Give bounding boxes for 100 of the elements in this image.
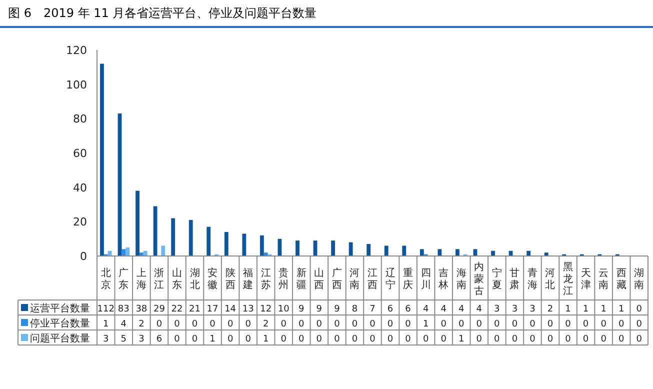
x-tick-label: 重庆 xyxy=(403,267,414,291)
bar xyxy=(384,246,388,256)
bar xyxy=(206,226,211,256)
x-tick-label: 青海 xyxy=(527,267,538,291)
data-label: 17 xyxy=(206,304,218,314)
bar xyxy=(171,218,176,256)
data-label: 6 xyxy=(156,334,162,344)
data-label: 9 xyxy=(316,304,322,314)
data-label: 0 xyxy=(280,334,287,344)
data-label: 0 xyxy=(405,320,412,330)
data-label: 0 xyxy=(245,334,252,344)
data-label: 0 xyxy=(565,320,572,330)
data-label: 0 xyxy=(174,334,180,344)
x-tick-label: 内蒙古 xyxy=(474,261,484,297)
data-label: 0 xyxy=(316,320,322,330)
bar xyxy=(100,64,104,256)
data-label: 0 xyxy=(636,320,642,330)
x-tick-label: 云南 xyxy=(598,268,609,291)
data-label: 0 xyxy=(458,320,465,330)
y-tick-label: 20 xyxy=(73,216,87,229)
data-label: 5 xyxy=(120,334,127,344)
data-label: 83 xyxy=(118,304,130,314)
x-tick-label: 广东 xyxy=(118,267,129,291)
y-tick-label: 60 xyxy=(73,147,87,160)
y-tick-label: 80 xyxy=(73,112,87,126)
data-label: 12 xyxy=(260,304,272,314)
x-tick-label: 北京 xyxy=(100,267,111,291)
bar xyxy=(136,190,140,256)
y-tick-label: 40 xyxy=(73,181,87,194)
data-label: 8 xyxy=(352,304,358,314)
data-label: 1 xyxy=(422,320,429,330)
data-label: 0 xyxy=(530,334,536,344)
data-label: 0 xyxy=(192,334,198,344)
x-tick-label: 浙江 xyxy=(154,267,164,291)
x-tick-label: 湖南 xyxy=(634,267,644,291)
data-label: 0 xyxy=(370,334,376,344)
data-label: 0 xyxy=(334,334,340,344)
data-label: 0 xyxy=(245,320,252,330)
bar xyxy=(420,249,424,256)
x-tick-label: 湖北 xyxy=(190,267,200,291)
legend-label: 运营平台数量 xyxy=(30,302,90,314)
bar xyxy=(161,246,166,256)
data-label: 0 xyxy=(405,334,412,344)
data-label: 0 xyxy=(600,320,607,330)
legend-label: 停业平台数量 xyxy=(30,318,90,330)
x-tick-label: 河北 xyxy=(545,267,556,291)
data-label: 0 xyxy=(512,334,518,344)
x-tick-label: 辽宁 xyxy=(385,267,396,291)
data-label: 3 xyxy=(512,304,518,314)
data-label: 0 xyxy=(547,320,554,330)
data-label: 4 xyxy=(440,304,447,314)
data-label: 0 xyxy=(636,304,642,314)
data-label: 0 xyxy=(352,334,358,344)
data-label: 3 xyxy=(138,334,144,344)
x-tick-label: 甘肃 xyxy=(510,267,520,291)
data-label: 4 xyxy=(458,304,465,314)
data-label: 0 xyxy=(636,334,642,344)
data-label: 9 xyxy=(298,304,305,314)
data-label: 1 xyxy=(103,320,109,330)
y-tick-label: 100 xyxy=(66,78,87,92)
x-tick-label: 江苏 xyxy=(260,267,271,291)
x-tick-label: 福建 xyxy=(242,267,254,291)
data-label: 0 xyxy=(387,320,394,330)
data-label: 1 xyxy=(618,304,624,314)
data-label: 0 xyxy=(565,334,572,344)
x-tick-label: 安徽 xyxy=(208,267,218,291)
data-label: 0 xyxy=(476,334,482,344)
data-label: 14 xyxy=(224,304,236,314)
data-label: 2 xyxy=(262,320,269,330)
bar xyxy=(242,234,246,256)
data-label: 0 xyxy=(210,320,216,330)
y-tick-label: 120 xyxy=(66,44,87,57)
data-label: 0 xyxy=(618,320,624,330)
data-label: 0 xyxy=(440,320,447,330)
data-label: 7 xyxy=(370,304,376,314)
chart-title: 图 6 2019 年 11 月各省运营平台、停业及问题平台数量 xyxy=(8,6,317,20)
bar xyxy=(402,246,406,256)
data-label: 0 xyxy=(618,334,624,344)
data-label: 0 xyxy=(440,334,447,344)
x-tick-label: 山东 xyxy=(172,267,182,291)
data-label: 0 xyxy=(316,334,322,344)
data-label: 0 xyxy=(512,320,518,330)
bar xyxy=(296,240,300,256)
x-tick-label: 江西 xyxy=(368,267,378,291)
bar xyxy=(188,220,193,256)
data-label: 38 xyxy=(136,304,148,314)
data-label: 3 xyxy=(494,304,500,314)
data-label: 0 xyxy=(547,334,554,344)
data-label: 0 xyxy=(582,320,589,330)
x-tick-label: 海南 xyxy=(456,267,466,291)
x-tick-label: 贵州 xyxy=(278,267,289,291)
data-label: 9 xyxy=(334,304,340,314)
bar xyxy=(348,242,353,256)
bar xyxy=(331,240,335,256)
data-label: 2 xyxy=(138,320,144,330)
bar xyxy=(456,249,460,256)
bar xyxy=(366,244,371,256)
data-label: 2 xyxy=(547,304,554,314)
bar xyxy=(153,206,158,256)
x-tick-label: 河南 xyxy=(350,267,360,291)
